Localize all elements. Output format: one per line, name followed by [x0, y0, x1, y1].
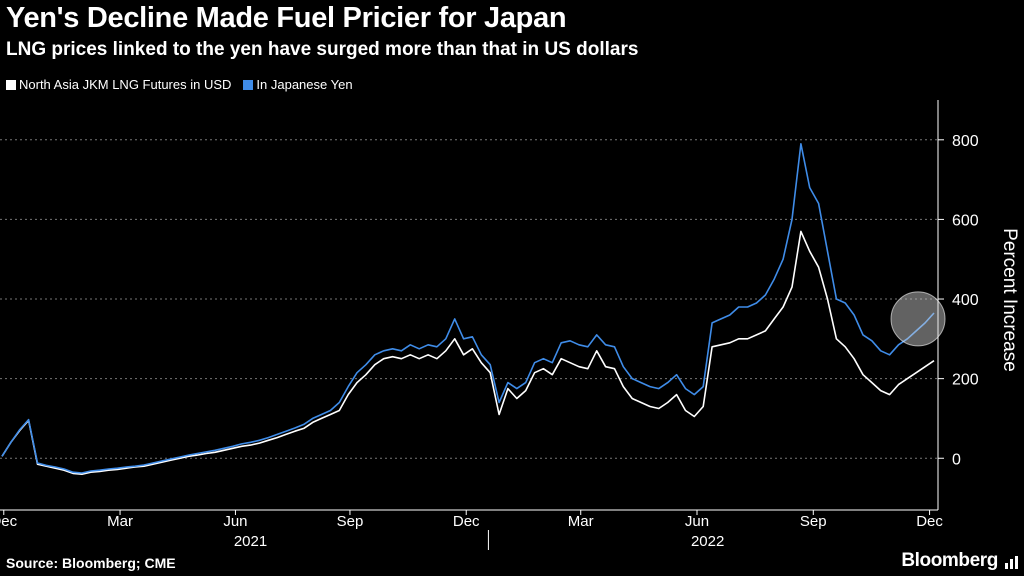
grid — [0, 139, 938, 459]
year-label-2021: 2021 — [234, 533, 267, 550]
series-line-usd — [1, 230, 935, 476]
x-tick-label-2: Jun — [223, 513, 247, 530]
x-tick-label-1: Mar — [107, 513, 133, 530]
series-line-yen — [1, 143, 935, 474]
chart-subtitle: LNG prices linked to the yen have surged… — [6, 39, 639, 60]
legend: North Asia JKM LNG Futures in USD In Jap… — [6, 77, 365, 92]
legend-entry-yen: In Japanese Yen — [243, 77, 353, 92]
x-tick-label-3: Sep — [337, 513, 364, 530]
x-tick-label-7: Sep — [800, 513, 827, 530]
brand-logo-text: Bloomberg — [901, 550, 998, 571]
legend-label-yen: In Japanese Yen — [256, 77, 353, 92]
legend-swatch-usd — [6, 79, 16, 90]
legend-entry-usd: North Asia JKM LNG Futures in USD — [6, 77, 231, 92]
x-tick-label-4: Dec — [453, 513, 480, 530]
x-tick-label-6: Jun — [685, 513, 709, 530]
highlight-circle — [890, 291, 946, 347]
y-axis-label: Percent Increase — [999, 228, 1020, 372]
axes: 0 200 400 600 800 Dec Mar Jun Sep Dec Mar Jun Sep Dec… — [0, 100, 979, 550]
chart-title: Yen's Decline Made Fuel Pricier for Japa… — [6, 2, 567, 34]
x-tick-label-8: Dec — [916, 513, 943, 530]
series-group — [1, 143, 935, 476]
y-tick-label-600: 600 — [952, 212, 979, 229]
legend-label-usd: North Asia JKM LNG Futures in USD — [19, 77, 232, 92]
year-label-2022: 2022 — [691, 533, 724, 550]
highlight-group — [890, 291, 946, 347]
x-tick-label-5: Mar — [568, 513, 594, 530]
x-tick-label-0: Dec — [0, 513, 18, 530]
bloomberg-mark-icon — [1005, 556, 1018, 569]
source-note: Source: Bloomberg; CME — [6, 555, 176, 571]
legend-swatch-yen — [243, 79, 254, 90]
y-tick-label-400: 400 — [952, 292, 979, 309]
y-tick-label-200: 200 — [952, 372, 979, 389]
y-tick-label-800: 800 — [952, 133, 979, 150]
y-tick-label-0: 0 — [952, 451, 961, 468]
